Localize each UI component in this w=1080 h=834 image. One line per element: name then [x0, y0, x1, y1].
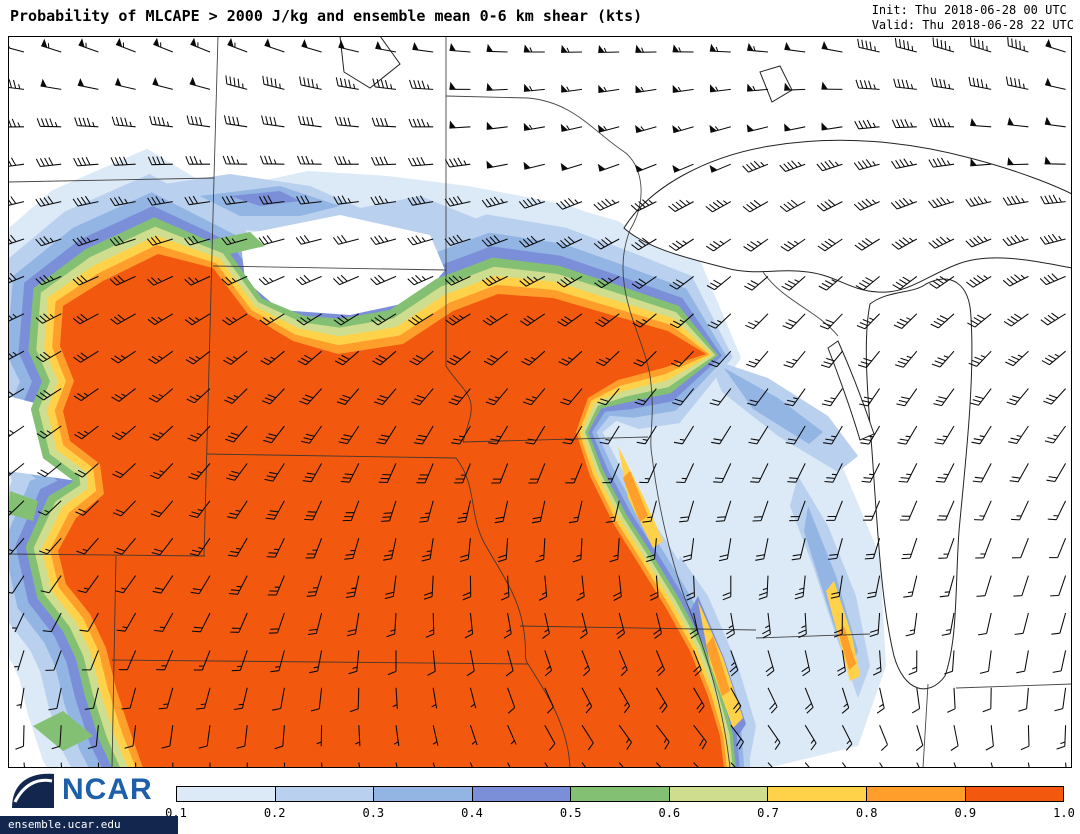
colorbar-segment: [866, 787, 966, 801]
colorbar-segment: [472, 787, 572, 801]
colorbar-tick-label: 0.4: [461, 806, 483, 820]
colorbar-segment: [177, 787, 276, 801]
colorbar-segment: [571, 787, 670, 801]
valid-time: Valid: Thu 2018-06-28 22 UTC: [871, 18, 1074, 32]
colorbar-tick-label: 0.8: [855, 806, 878, 820]
ncar-logo-icon: [12, 773, 54, 808]
colorbar-labels: 0.1 0.2 0.3 0.4 0.5 0.6 0.7 0.8 0.9 1.0: [165, 806, 1075, 822]
site-url: ensemble.ucar.edu: [8, 818, 121, 831]
map-panel: [8, 36, 1072, 768]
colorbar-tick-label: 0.2: [263, 806, 286, 820]
map-canvas: [8, 36, 1072, 768]
state-borders-layer: [8, 36, 1072, 768]
init-time: Init: Thu 2018-06-28 00 UTC: [871, 3, 1067, 17]
colorbar: [176, 786, 1064, 802]
probability-field-layer: [8, 148, 886, 768]
ncar-logo: NCAR: [10, 770, 153, 810]
run-times: Init: Thu 2018-06-28 00 UTC Valid: Thu 2…: [872, 3, 1074, 33]
colorbar-segment: [965, 787, 1064, 801]
colorbar-tick-label: 0.3: [362, 806, 385, 820]
page-title: Probability of MLCAPE > 2000 J/kg and en…: [10, 7, 643, 25]
colorbar-segment: [669, 787, 769, 801]
lakes-layer: [339, 36, 1072, 690]
colorbar-segment: [275, 787, 375, 801]
colorbar-tick-label: 0.7: [757, 806, 779, 820]
ncar-logo-text: NCAR: [62, 773, 153, 806]
colorbar-tick-label: 1.0: [1053, 806, 1075, 820]
site-url-bar: ensemble.ucar.edu: [0, 816, 178, 834]
colorbar-tick-label: 0.5: [559, 806, 582, 820]
colorbar-segment: [374, 787, 473, 801]
colorbar-tick-label: 0.9: [954, 806, 977, 820]
colorbar-tick-label: 0.6: [658, 806, 681, 820]
map-frame: [8, 36, 1072, 768]
wind-barbs-layer: [8, 37, 1067, 768]
footer: NCAR 0.1 0.2 0.3 0.4 0.5 0.6 0.7 0.8 0.9 1.0 ense…: [0, 768, 1080, 834]
title-bar: Probability of MLCAPE > 2000 J/kg and en…: [0, 0, 1080, 36]
colorbar-segment: [768, 787, 867, 801]
